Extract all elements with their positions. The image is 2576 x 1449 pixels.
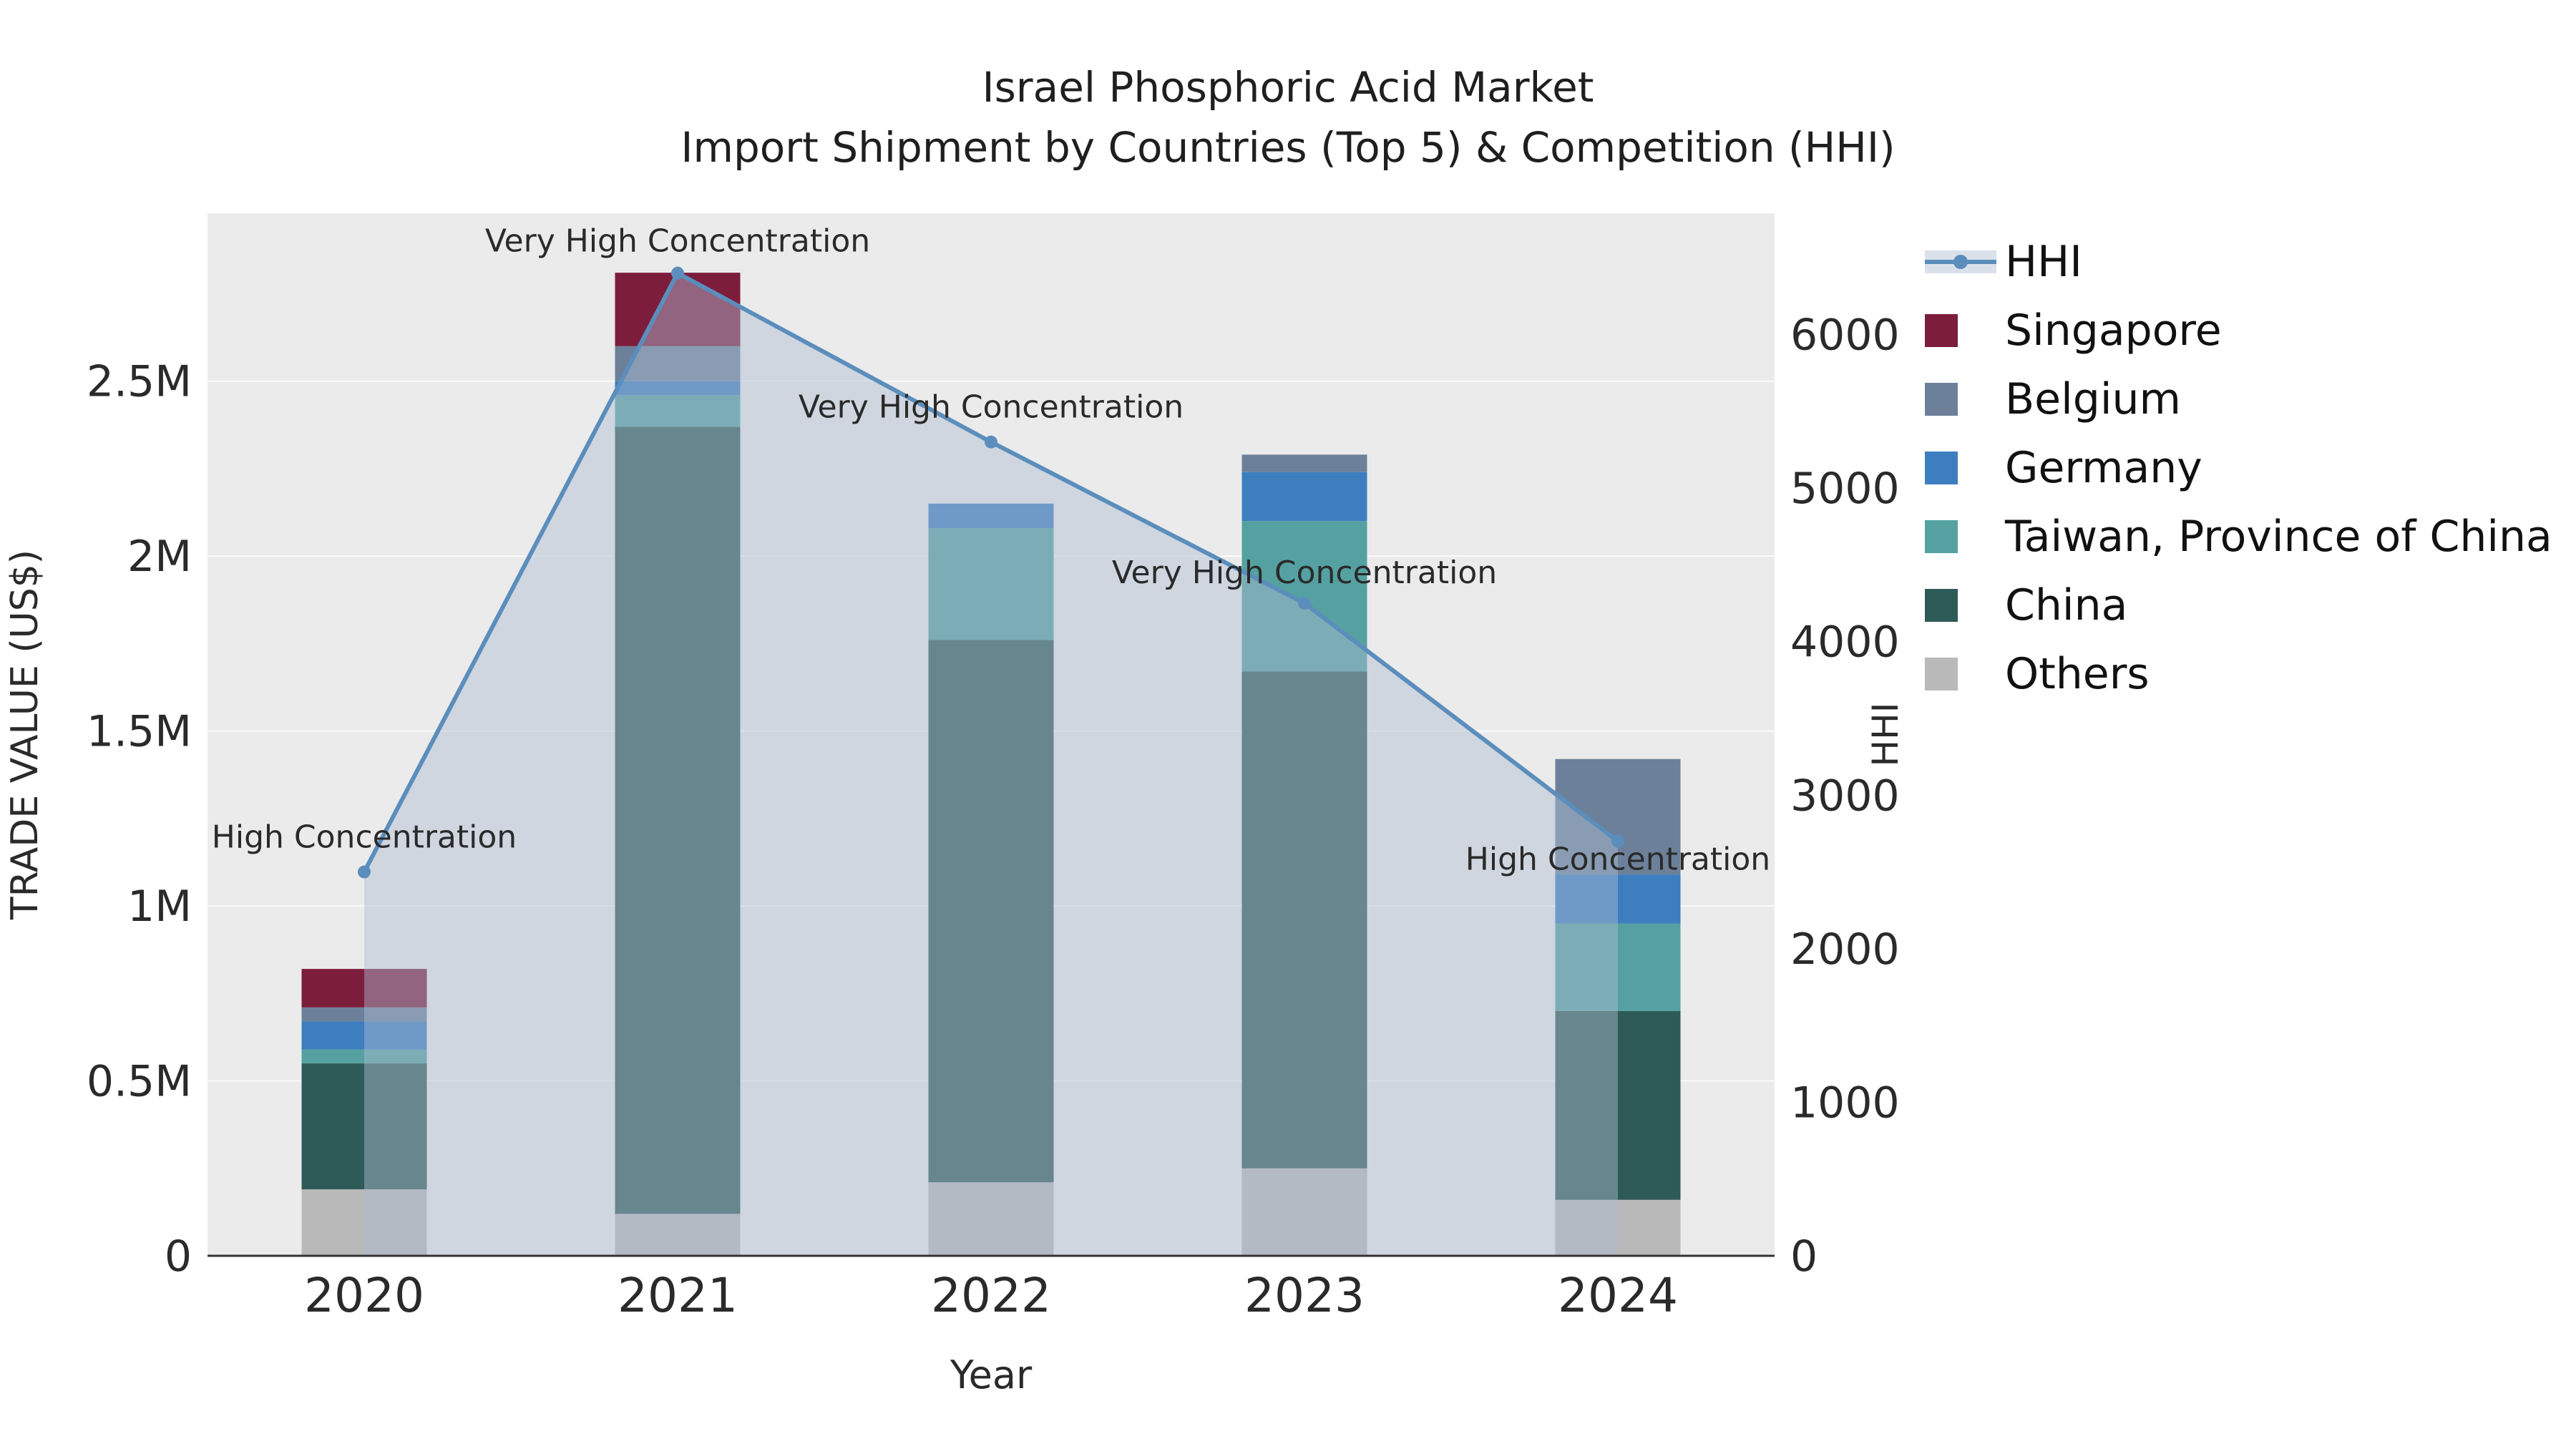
legend-swatch-taiwan-province-of-china (1925, 520, 2005, 553)
hhi-marker-2024[interactable] (1611, 834, 1624, 848)
left-axis-title: TRADE VALUE (US$) (4, 550, 47, 920)
bar-segment-belgium-2020[interactable] (301, 1007, 427, 1022)
bar-segment-others-2020[interactable] (301, 1189, 427, 1256)
legend: HHI Singapore Belgium Germany Taiwan, Provin… (1925, 228, 2552, 708)
legend-line-sample (1925, 245, 2005, 279)
bar-segment-china-2020[interactable] (301, 1063, 427, 1190)
right-axis-tick: 6000 (1790, 311, 1900, 361)
legend-label-taiwan-province-of-china: Taiwan, Province of China (2005, 512, 2552, 562)
annotation-2021: Very High Concentration (485, 223, 870, 260)
bar-segment-china-2023[interactable] (1241, 671, 1367, 1169)
legend-item-belgium[interactable]: Belgium (1925, 365, 2552, 434)
legend-item-others[interactable]: Others (1925, 640, 2552, 708)
legend-swatch-singapore (1925, 314, 2005, 347)
legend-swatch-china (1925, 589, 2005, 622)
left-axis-tick: 2M (127, 532, 192, 582)
bar-segment-others-2023[interactable] (1241, 1168, 1367, 1256)
bar-segment-others-2022[interactable] (928, 1182, 1054, 1256)
left-axis-tick: 1M (127, 882, 192, 932)
legend-label-singapore: Singapore (2005, 306, 2222, 356)
legend-swatch-belgium (1925, 383, 2005, 416)
legend-item-singapore[interactable]: Singapore (1925, 296, 2552, 365)
bar-segment-others-2024[interactable] (1555, 1199, 1681, 1256)
right-axis-tick: 1000 (1790, 1078, 1900, 1128)
bar-segment-singapore-2021[interactable] (615, 273, 741, 346)
bar-segment-taiwan-province-of-china-2021[interactable] (615, 395, 741, 427)
x-axis-tick-2024: 2024 (1558, 1268, 1678, 1323)
bar-segment-belgium-2023[interactable] (1241, 454, 1367, 472)
bar-segment-taiwan-province-of-china-2022[interactable] (928, 528, 1054, 640)
legend-label-china: China (2005, 580, 2128, 630)
right-axis-title: HHI (1865, 703, 1906, 767)
right-axis-tick: 4000 (1790, 618, 1900, 668)
x-axis-tick-2022: 2022 (931, 1268, 1051, 1323)
legend-item-hhi[interactable]: HHI (1925, 228, 2552, 296)
annotation-2022: Very High Concentration (799, 389, 1184, 426)
legend-label-others: Others (2005, 649, 2150, 699)
left-axis-tick: 0 (165, 1231, 192, 1282)
bar-segment-germany-2021[interactable] (615, 381, 741, 396)
bar-segment-singapore-2020[interactable] (301, 969, 427, 1008)
legend-label-hhi: HHI (2005, 237, 2082, 287)
bar-segment-others-2021[interactable] (615, 1214, 741, 1256)
right-axis-tick: 2000 (1790, 924, 1900, 975)
x-axis-tick-2020: 2020 (304, 1268, 424, 1323)
bar-segment-germany-2023[interactable] (1241, 472, 1367, 522)
left-axis-tick: 2.5M (87, 357, 192, 407)
bar-segment-china-2024[interactable] (1555, 1010, 1681, 1200)
x-axis-title: Year (950, 1352, 1033, 1397)
x-axis-tick-2023: 2023 (1244, 1268, 1365, 1323)
bar-segment-taiwan-province-of-china-2024[interactable] (1555, 923, 1681, 1011)
bar-segment-china-2021[interactable] (615, 426, 741, 1214)
bar-segment-germany-2024[interactable] (1555, 874, 1681, 924)
hhi-area-fill (364, 273, 1618, 1257)
annotation-2023: Very High Concentration (1112, 555, 1497, 591)
right-axis-tick: 3000 (1790, 771, 1900, 821)
hhi-marker-2020[interactable] (358, 865, 371, 879)
x-axis-tick-2021: 2021 (618, 1268, 738, 1323)
legend-label-belgium: Belgium (2005, 374, 2181, 424)
annotation-2024: High Concentration (1465, 841, 1770, 878)
hhi-marker-2022[interactable] (985, 435, 997, 449)
left-axis-tick: 1.5M (87, 707, 192, 757)
bar-segment-germany-2020[interactable] (301, 1021, 427, 1050)
hhi-marker-2023[interactable] (1298, 597, 1311, 610)
bar-segment-taiwan-province-of-china-2023[interactable] (1241, 521, 1367, 672)
right-axis-tick: 0 (1790, 1231, 1818, 1282)
legend-item-china[interactable]: China (1925, 571, 2552, 640)
legend-item-germany[interactable]: Germany (1925, 434, 2552, 502)
right-axis-tick: 5000 (1790, 464, 1900, 514)
legend-label-germany: Germany (2005, 443, 2202, 493)
hhi-marker-2021[interactable] (671, 266, 684, 280)
bar-segment-taiwan-province-of-china-2020[interactable] (301, 1049, 427, 1064)
legend-swatch-germany (1925, 452, 2005, 484)
legend-item-taiwan-province-of-china[interactable]: Taiwan, Province of China (1925, 502, 2552, 571)
left-axis-tick: 0.5M (87, 1057, 192, 1107)
bar-segment-china-2022[interactable] (928, 640, 1054, 1183)
bar-segment-belgium-2024[interactable] (1555, 758, 1681, 875)
annotation-2020: High Concentration (212, 819, 517, 856)
legend-swatch-others (1925, 658, 2005, 691)
bar-segment-germany-2022[interactable] (928, 503, 1054, 529)
